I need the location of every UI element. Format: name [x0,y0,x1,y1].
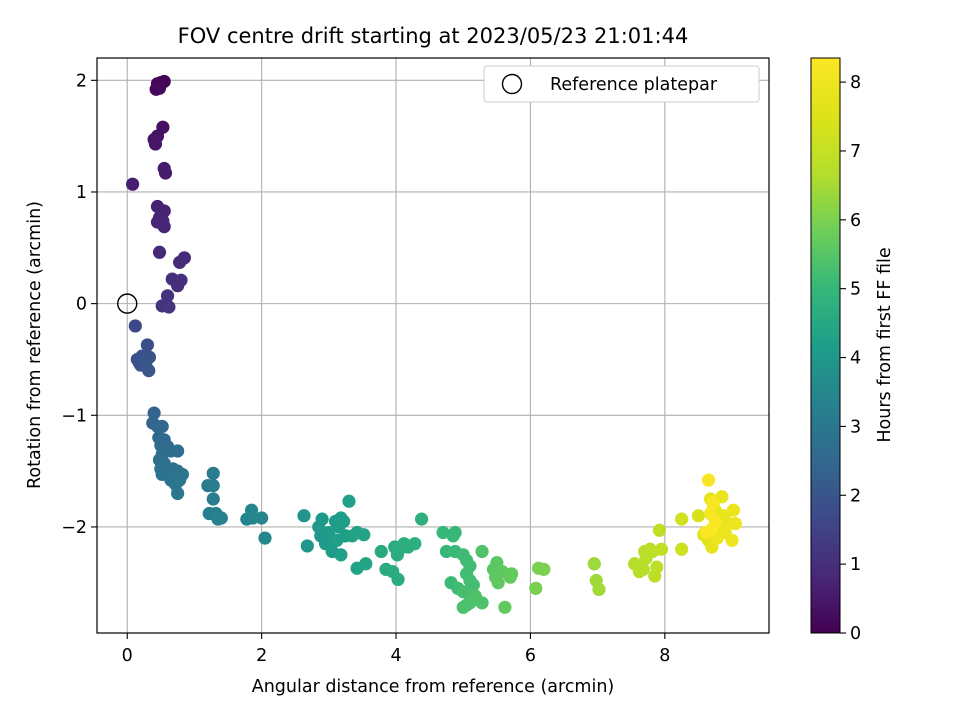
data-point [675,542,689,556]
data-point [374,544,388,559]
colorbar-tick-label: 5 [850,280,861,300]
chart-title: FOV centre drift starting at 2023/05/23 … [178,24,689,48]
data-point [475,596,489,610]
legend: Reference platepar [483,65,760,103]
data-point [297,509,311,523]
data-point [701,473,716,487]
data-point [334,548,348,562]
data-point [258,531,272,545]
data-point [448,525,462,540]
x-tick-label: 8 [659,646,670,666]
data-point [300,539,314,553]
data-point [652,523,667,537]
y-tick-label: −1 [61,406,87,426]
data-point [654,542,669,556]
x-axis-ticks: 0 2 4 6 8 [122,633,670,666]
x-tick-label: 0 [122,646,133,666]
data-point [359,557,373,571]
data-point [725,533,739,547]
data-point [162,300,176,314]
data-point [414,512,429,526]
data-point [206,492,220,506]
colorbar-tick-label: 1 [850,555,861,575]
data-point [675,512,689,526]
data-point [157,219,171,234]
y-axis-label: Rotation from reference (arcmin) [25,201,45,489]
data-point [206,466,220,480]
legend-marker [501,73,523,95]
colorbar-tick-label: 0 [850,624,861,644]
y-tick-label: −2 [61,518,87,538]
data-point [503,570,517,584]
data-point [171,486,185,501]
data-point [152,245,167,259]
reference-marker [117,293,138,314]
data-point [728,516,743,531]
y-tick-label: 1 [76,183,87,203]
x-tick-label: 6 [525,646,536,666]
plot-frame [96,57,770,634]
x-tick-label: 4 [390,646,401,666]
colorbar-tick-label: 8 [850,73,861,93]
data-point [142,364,156,378]
colorbar-gradient [810,57,841,634]
data-point [498,600,512,614]
x-axis-label: Angular distance from reference (arcmin) [252,677,615,697]
data-point [587,557,601,571]
data-point [726,503,740,517]
colorbar-ticks: 0 1 2 3 4 5 6 7 8 [840,73,861,644]
data-points [126,74,743,614]
data-point [148,137,163,151]
grid [97,58,769,633]
data-point [691,509,706,523]
data-point [705,522,719,536]
reference-point [117,293,138,314]
data-point [149,82,163,96]
data-point [357,528,371,542]
data-point [173,255,187,269]
y-tick-label: 0 [76,295,87,315]
data-point [206,479,220,493]
data-point [211,512,225,526]
y-axis-ticks: −2 −1 0 1 2 [61,71,97,538]
data-point [140,338,154,352]
data-point [391,572,405,587]
colorbar-tick-label: 4 [850,349,861,369]
data-point [315,512,329,526]
data-point [436,525,450,540]
data-point [173,473,187,487]
data-point [155,419,169,434]
data-point [475,544,489,559]
legend-label: Reference platepar [550,75,718,95]
data-point [128,319,142,333]
data-point [126,177,140,191]
data-point [529,581,543,595]
data-point [706,495,720,509]
colorbar-tick-label: 6 [850,211,861,231]
colorbar: 0 1 2 3 4 5 6 7 8 Hours from first FF file [810,57,895,644]
data-point [650,560,664,574]
y-tick-label: 2 [76,71,87,91]
colorbar-label: Hours from first FF file [875,247,895,442]
data-point [147,406,161,420]
data-point [636,562,650,576]
data-point [491,576,505,590]
legend-box [483,65,760,103]
data-point [337,514,351,528]
colorbar-tick-label: 2 [850,486,861,506]
data-point [160,289,175,303]
data-point [342,494,356,508]
data-point [592,582,606,597]
colorbar-tick-label: 7 [850,142,861,162]
data-point [537,562,551,576]
data-point [171,444,185,458]
data-point [158,166,173,180]
x-tick-label: 2 [256,646,267,666]
data-point [408,537,422,551]
data-point [255,511,269,525]
data-point [171,279,185,293]
colorbar-tick-label: 3 [850,417,861,437]
